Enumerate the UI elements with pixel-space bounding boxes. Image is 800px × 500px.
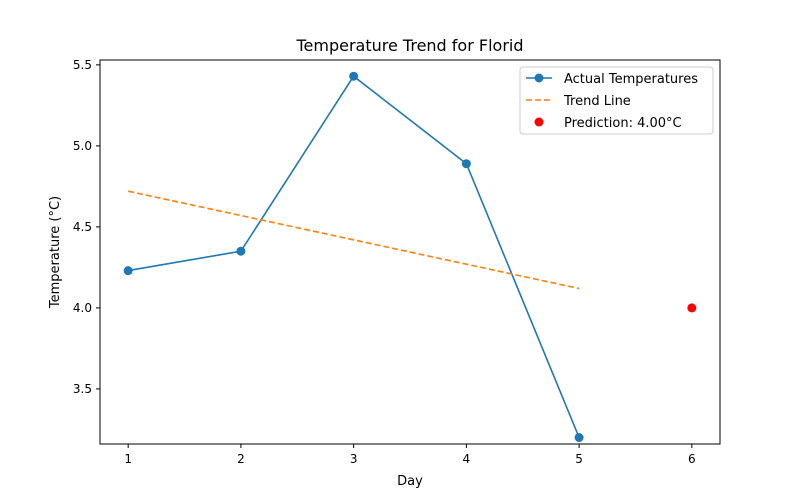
chart-title: Temperature Trend for Florid bbox=[295, 36, 523, 55]
legend-label: Trend Line bbox=[563, 94, 631, 109]
x-tick-label: 2 bbox=[237, 452, 245, 466]
legend-actual-marker bbox=[534, 73, 544, 83]
legend-label: Prediction: 4.00°C bbox=[564, 116, 682, 131]
legend-label: Actual Temperatures bbox=[564, 72, 698, 87]
actual-temperature-point bbox=[236, 246, 246, 256]
actual-temperature-point bbox=[123, 266, 133, 276]
y-axis-ticks: 3.5 4.0 4.5 5.0 5.5 bbox=[73, 58, 100, 396]
legend-box bbox=[519, 66, 714, 135]
actual-temperature-point bbox=[461, 159, 471, 169]
y-tick-label: 5.5 bbox=[73, 58, 92, 72]
x-axis-ticks: 1 2 3 4 5 6 bbox=[124, 444, 696, 466]
x-tick-label: 1 bbox=[124, 452, 132, 466]
legend: Actual Temperatures Trend Line Prediction:… bbox=[519, 66, 714, 135]
legend-items: Actual Temperatures Trend Line Prediction:… bbox=[526, 72, 698, 131]
y-axis-label: Temperature (°C) bbox=[48, 196, 63, 309]
legend-prediction-marker bbox=[534, 117, 544, 127]
x-axis-label: Day bbox=[397, 474, 423, 489]
x-tick-label: 3 bbox=[350, 452, 358, 466]
actual-temperature-point bbox=[349, 71, 359, 81]
prediction-point bbox=[687, 303, 697, 313]
actual-temperature-point bbox=[574, 433, 584, 443]
x-tick-label: 6 bbox=[688, 452, 696, 466]
y-tick-label: 3.5 bbox=[73, 382, 92, 396]
trend-line bbox=[128, 190, 580, 290]
x-tick-label: 4 bbox=[463, 452, 471, 466]
y-tick-label: 4.5 bbox=[73, 220, 92, 234]
x-tick-label: 5 bbox=[575, 452, 583, 466]
y-tick-label: 4.0 bbox=[73, 301, 92, 315]
y-tick-label: 5.0 bbox=[73, 139, 92, 153]
series-layer bbox=[123, 71, 697, 443]
